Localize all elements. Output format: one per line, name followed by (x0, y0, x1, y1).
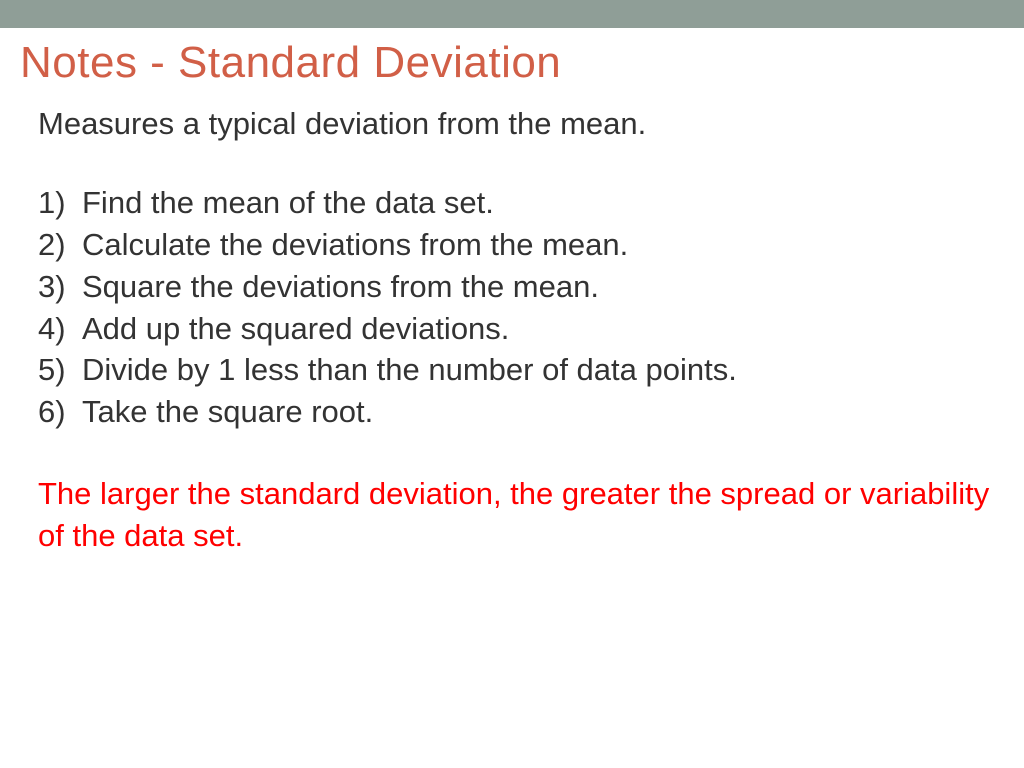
step-number: 4) (38, 308, 82, 350)
step-number: 6) (38, 391, 82, 433)
step-item: 5) Divide by 1 less than the number of d… (38, 349, 1004, 391)
step-text: Take the square root. (82, 391, 1004, 433)
conclusion-text: The larger the standard deviation, the g… (20, 473, 1004, 557)
slide-content: Notes - Standard Deviation Measures a ty… (0, 28, 1024, 577)
step-item: 4) Add up the squared deviations. (38, 308, 1004, 350)
step-item: 2) Calculate the deviations from the mea… (38, 224, 1004, 266)
step-item: 1) Find the mean of the data set. (38, 182, 1004, 224)
intro-text: Measures a typical deviation from the me… (20, 106, 1004, 142)
step-number: 2) (38, 224, 82, 266)
slide-title: Notes - Standard Deviation (20, 38, 1004, 88)
steps-list: 1) Find the mean of the data set. 2) Cal… (20, 182, 1004, 433)
step-text: Divide by 1 less than the number of data… (82, 349, 1004, 391)
step-item: 6) Take the square root. (38, 391, 1004, 433)
step-text: Calculate the deviations from the mean. (82, 224, 1004, 266)
step-text: Add up the squared deviations. (82, 308, 1004, 350)
step-text: Square the deviations from the mean. (82, 266, 1004, 308)
step-number: 1) (38, 182, 82, 224)
step-item: 3) Square the deviations from the mean. (38, 266, 1004, 308)
step-number: 3) (38, 266, 82, 308)
step-number: 5) (38, 349, 82, 391)
step-text: Find the mean of the data set. (82, 182, 1004, 224)
top-bar (0, 0, 1024, 28)
